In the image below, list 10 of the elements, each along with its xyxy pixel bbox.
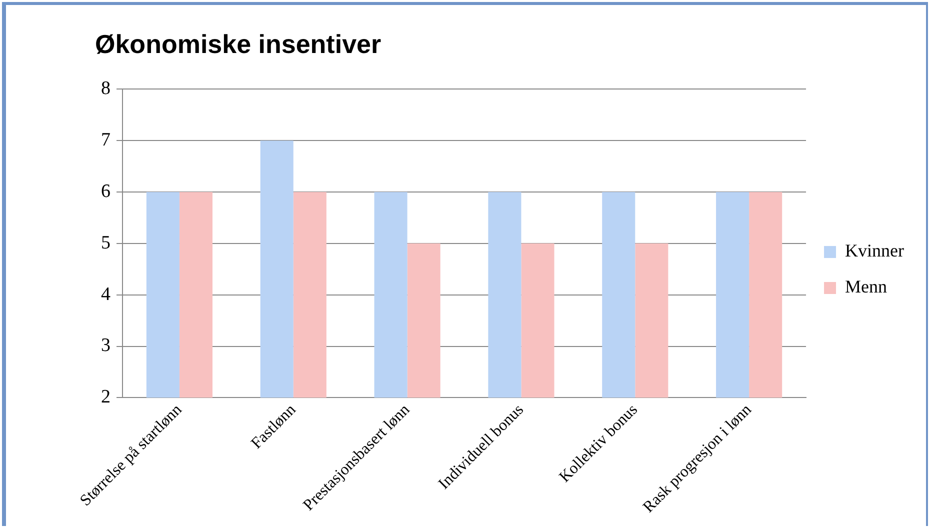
legend-label: Menn bbox=[845, 276, 888, 297]
y-tick-label: 3 bbox=[101, 335, 110, 356]
chart-title: Økonomiske insentiver bbox=[95, 28, 382, 59]
y-tick-label: 7 bbox=[101, 130, 110, 151]
y-tick-label: 4 bbox=[101, 284, 111, 305]
y-tick-label: 5 bbox=[101, 232, 110, 254]
y-tick-label: 8 bbox=[101, 78, 110, 100]
y-tick-label: 2 bbox=[101, 386, 110, 408]
legend-label: Kvinner bbox=[845, 240, 904, 261]
y-tick-label: 6 bbox=[101, 181, 110, 202]
